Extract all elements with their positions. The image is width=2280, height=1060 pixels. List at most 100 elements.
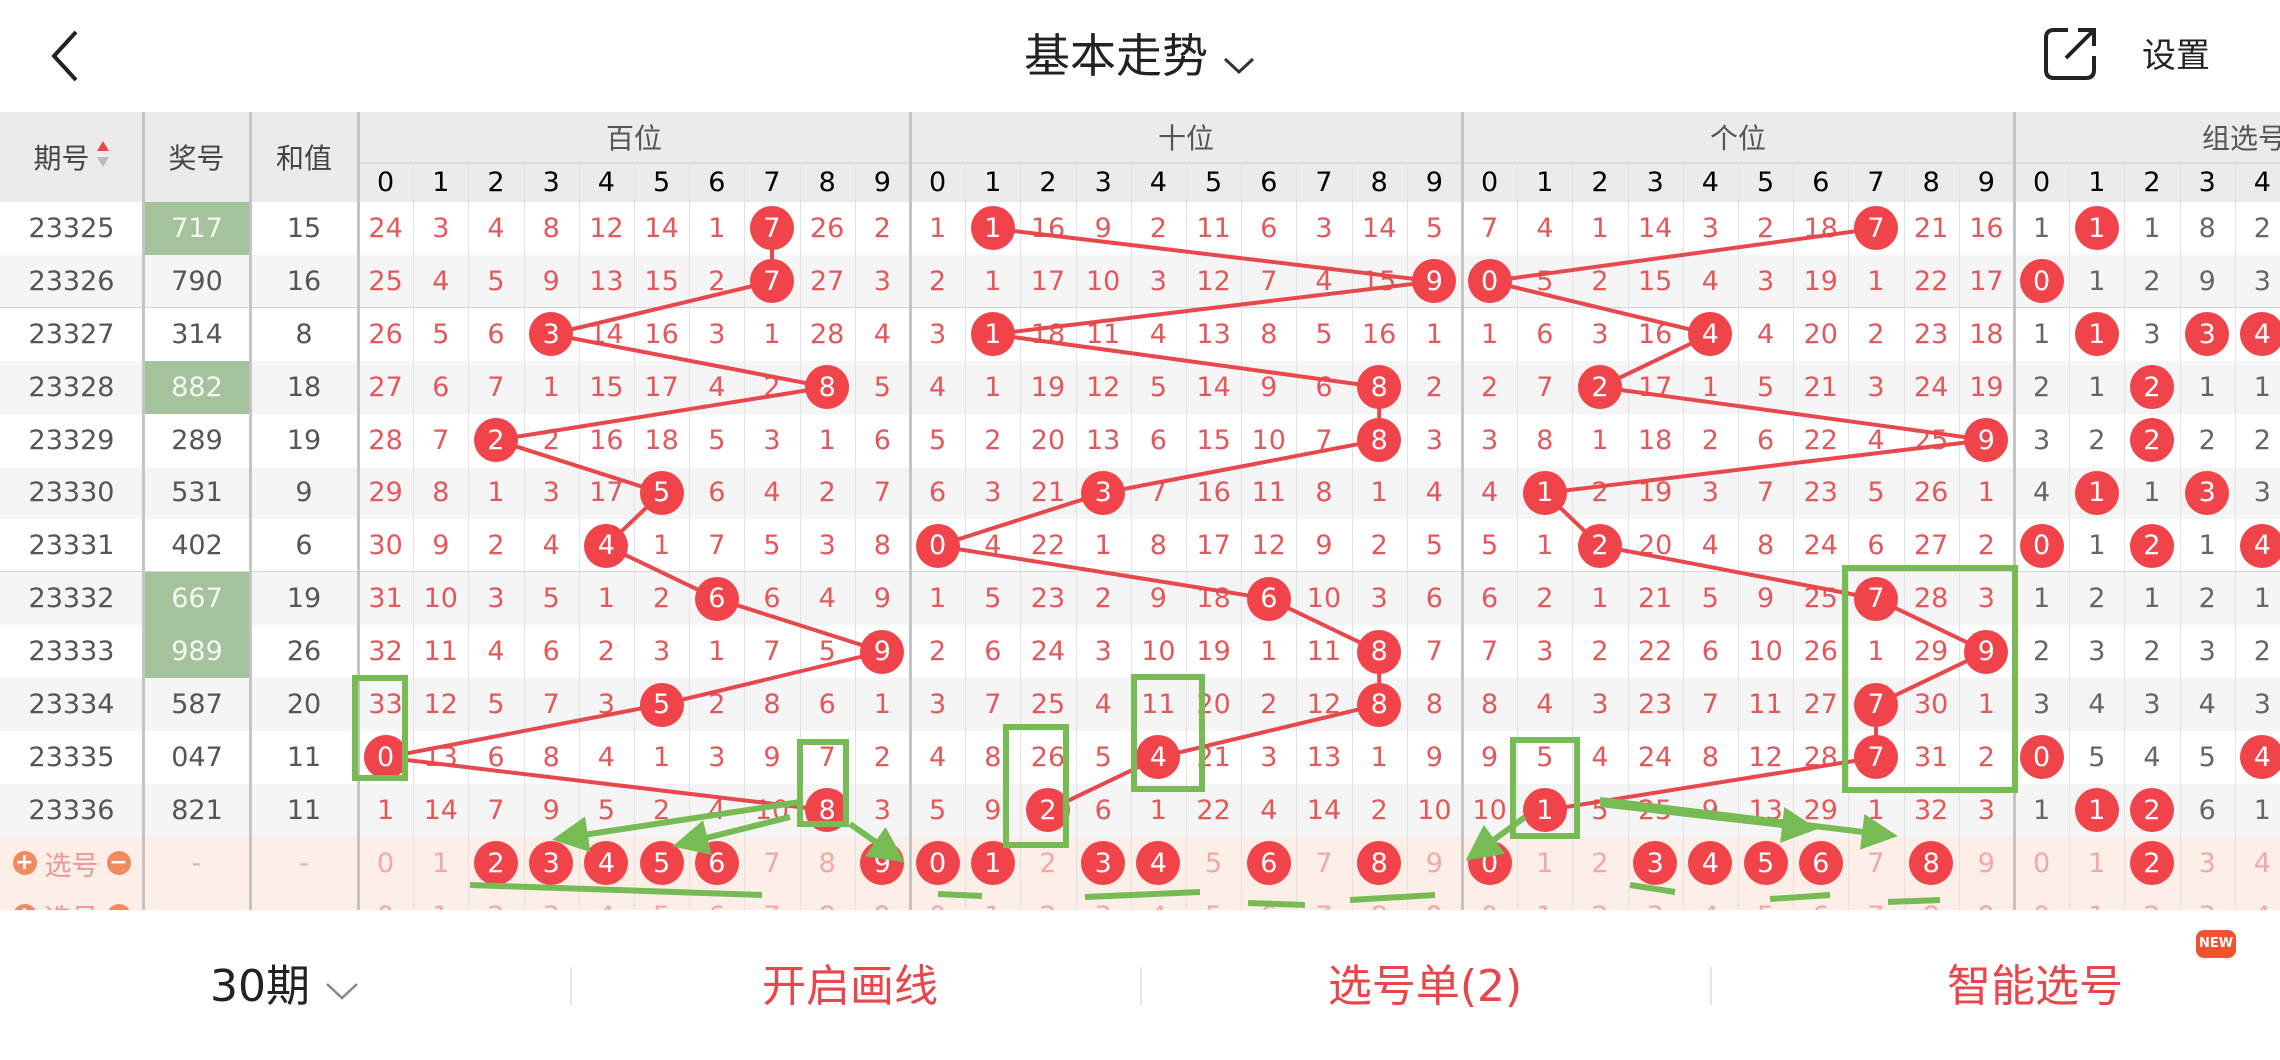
selected-number-ball[interactable]: 5 — [639, 841, 684, 886]
smart-pick-button[interactable]: 智能选号 — [1947, 961, 2123, 1012]
minus-icon[interactable]: − — [106, 904, 131, 910]
select-digit[interactable]: 3 — [524, 837, 579, 890]
select-digit[interactable]: 9 — [855, 890, 910, 910]
plus-icon[interactable]: + — [12, 904, 37, 910]
select-digit[interactable]: 2 — [2124, 890, 2179, 910]
select-digit[interactable]: 2 — [1020, 890, 1075, 910]
select-digit[interactable]: 5 — [1738, 890, 1793, 910]
settings-button[interactable]: 设置 — [2142, 36, 2210, 76]
selected-number-ball[interactable]: 3 — [1081, 841, 1126, 886]
selected-number-ball[interactable]: 4 — [584, 841, 629, 886]
select-digit[interactable]: 3 — [1628, 890, 1683, 910]
select-digit[interactable]: 7 — [744, 890, 799, 910]
selected-number-ball[interactable]: 1 — [970, 841, 1015, 886]
select-digit[interactable]: 4 — [2235, 890, 2280, 910]
select-digit[interactable]: 1 — [1536, 847, 1554, 879]
selected-number-ball[interactable]: 3 — [529, 841, 574, 886]
select-digit[interactable]: 1 — [965, 890, 1020, 910]
select-digit[interactable]: 4 — [579, 837, 634, 890]
select-digit[interactable]: 0 — [910, 837, 965, 890]
column-header-period[interactable]: 期号 — [0, 112, 143, 202]
select-digit[interactable]: 0 — [2014, 890, 2069, 910]
selected-number-ball[interactable]: 9 — [860, 841, 905, 886]
select-digit[interactable]: 8 — [1904, 890, 1959, 910]
select-digit[interactable]: 1 — [432, 847, 450, 879]
selected-number-ball[interactable]: 0 — [1467, 841, 1512, 886]
select-digit[interactable]: 8 — [818, 847, 836, 879]
select-digit[interactable]: 3 — [2198, 847, 2216, 879]
draw-lines-button[interactable]: 开启画线 — [762, 961, 938, 1012]
selected-number-ball[interactable]: 3 — [1633, 841, 1678, 886]
select-digit[interactable]: 4 — [2253, 847, 2271, 879]
selected-number-ball[interactable]: 2 — [473, 841, 518, 886]
select-digit[interactable]: 6 — [689, 890, 744, 910]
selected-number-ball[interactable]: 8 — [1909, 841, 1954, 886]
select-digit[interactable]: 9 — [1977, 847, 1995, 879]
selected-number-ball[interactable]: 4 — [1136, 841, 1181, 886]
select-digit[interactable]: 0 — [1462, 890, 1517, 910]
selected-number-ball[interactable]: 6 — [1246, 841, 1291, 886]
select-digit[interactable]: 8 — [1904, 837, 1959, 890]
selected-number-ball[interactable]: 6 — [1798, 841, 1843, 886]
select-digit[interactable]: 7 — [1315, 847, 1333, 879]
view-selector[interactable]: 基本走势 — [0, 22, 2280, 94]
select-digit[interactable]: 0 — [1462, 837, 1517, 890]
share-button[interactable] — [2040, 22, 2102, 84]
select-digit[interactable]: 5 — [634, 890, 689, 910]
select-digit[interactable]: 9 — [1959, 890, 2014, 910]
select-digit[interactable]: 2 — [468, 890, 523, 910]
select-digit[interactable]: 1 — [1517, 890, 1572, 910]
select-digit[interactable]: 6 — [1793, 890, 1848, 910]
select-digit[interactable]: 8 — [1352, 890, 1407, 910]
select-digit[interactable]: 3 — [1076, 890, 1131, 910]
select-digit[interactable]: 9 — [855, 837, 910, 890]
select-digit[interactable]: 4 — [1131, 837, 1186, 890]
selection-list-button[interactable]: 选号单(2) — [1327, 961, 1523, 1012]
select-digit[interactable]: 0 — [2033, 847, 2051, 879]
plus-icon[interactable]: + — [12, 851, 37, 876]
select-digit[interactable]: 2 — [468, 837, 523, 890]
select-digit[interactable]: 0 — [377, 847, 395, 879]
select-digit[interactable]: 7 — [1867, 847, 1885, 879]
select-digit[interactable]: 4 — [1131, 890, 1186, 910]
select-digit[interactable]: 9 — [1425, 847, 1443, 879]
select-digit[interactable]: 1 — [2069, 890, 2124, 910]
select-digit[interactable]: 0 — [358, 890, 413, 910]
selected-number-ball[interactable]: 6 — [694, 841, 739, 886]
select-digit[interactable]: 2 — [2124, 837, 2179, 890]
select-digit[interactable]: 5 — [1205, 847, 1223, 879]
select-digit[interactable]: 5 — [1186, 890, 1241, 910]
select-digit[interactable]: 8 — [800, 890, 855, 910]
select-digit[interactable]: 0 — [910, 890, 965, 910]
select-digit[interactable]: 3 — [1076, 837, 1131, 890]
select-digit[interactable]: 9 — [1407, 890, 1462, 910]
select-digit[interactable]: 8 — [1352, 837, 1407, 890]
sort-up-down-icon[interactable] — [96, 139, 110, 176]
selected-number-ball[interactable]: 8 — [1357, 841, 1402, 886]
select-digit[interactable]: 3 — [524, 890, 579, 910]
select-digit[interactable]: 6 — [689, 837, 744, 890]
select-digit[interactable]: 1 — [2088, 847, 2106, 879]
select-digit[interactable]: 6 — [1241, 837, 1296, 890]
select-digit[interactable]: 2 — [1039, 847, 1057, 879]
select-digit[interactable]: 6 — [1241, 890, 1296, 910]
select-digit[interactable]: 4 — [1683, 890, 1738, 910]
select-digit[interactable]: 3 — [2180, 890, 2235, 910]
select-digit[interactable]: 4 — [579, 890, 634, 910]
select-digit[interactable]: 3 — [1628, 837, 1683, 890]
select-digit[interactable]: 7 — [1296, 890, 1351, 910]
select-digit[interactable]: 7 — [763, 847, 781, 879]
select-digit[interactable]: 6 — [1793, 837, 1848, 890]
selected-number-ball[interactable]: 0 — [915, 841, 960, 886]
select-digit[interactable]: 1 — [965, 837, 1020, 890]
minus-icon[interactable]: − — [106, 851, 131, 876]
select-digit[interactable]: 2 — [1591, 847, 1609, 879]
select-digit[interactable]: 5 — [1738, 837, 1793, 890]
select-digit[interactable]: 1 — [413, 890, 468, 910]
select-digit[interactable]: 7 — [1848, 890, 1903, 910]
back-button[interactable] — [40, 22, 90, 90]
period-count-selector[interactable]: 30期 — [170, 952, 400, 1022]
selected-number-ball[interactable]: 5 — [1743, 841, 1788, 886]
select-digit[interactable]: 2 — [1572, 890, 1627, 910]
selected-number-ball[interactable]: 2 — [2129, 841, 2174, 886]
